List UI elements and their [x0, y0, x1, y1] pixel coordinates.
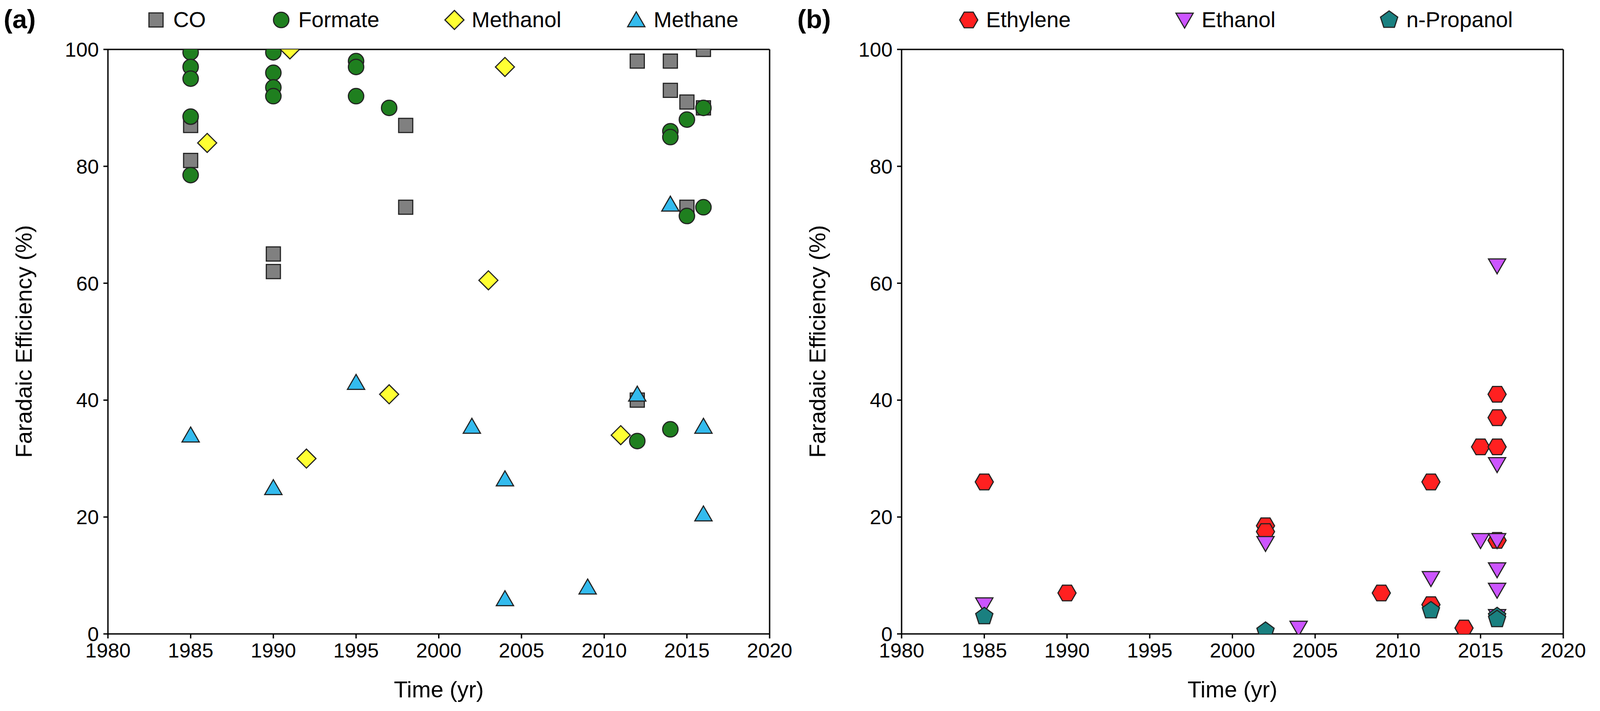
svg-text:60: 60 [76, 272, 99, 296]
svg-text:1990: 1990 [250, 639, 297, 663]
svg-text:2010: 2010 [1375, 639, 1421, 663]
svg-text:2020: 2020 [746, 639, 793, 663]
svg-text:1985: 1985 [167, 639, 214, 663]
svg-text:60: 60 [869, 272, 893, 296]
svg-text:0: 0 [87, 622, 99, 646]
svg-text:80: 80 [869, 155, 893, 179]
svg-text:2010: 2010 [581, 639, 627, 663]
html-text:CO: CO [173, 7, 206, 32]
svg-text:2000: 2000 [415, 639, 462, 663]
svg-text:2005: 2005 [498, 639, 545, 663]
svg-text:1980: 1980 [85, 638, 131, 663]
svg-text:1995: 1995 [1126, 639, 1173, 663]
svg-text:20: 20 [76, 505, 99, 529]
html-text:(a): (a) [3, 4, 36, 34]
svg-text:1985: 1985 [961, 639, 1007, 663]
svg-text:40: 40 [869, 388, 893, 412]
svg-text:20: 20 [869, 505, 893, 529]
html-text:(b): (b) [797, 4, 831, 34]
svg-text:Time (yr): Time (yr) [1187, 677, 1278, 703]
svg-text:2015: 2015 [1458, 639, 1504, 663]
html-text:Faradaic Efficiency (%): Faradaic Efficiency (%) [804, 225, 831, 458]
svg-text:80: 80 [76, 155, 99, 179]
svg-text:0: 0 [881, 622, 893, 646]
html-text:Methanol: Methanol [471, 7, 562, 32]
svg-text:100: 100 [858, 38, 893, 62]
svg-text:1995: 1995 [333, 639, 379, 663]
html-text:Ethanol: Ethanol [1201, 7, 1276, 32]
svg-text:2020: 2020 [1540, 639, 1586, 663]
html-text:Faradaic Efficiency (%): Faradaic Efficiency (%) [11, 225, 37, 458]
html-text:n-Propanol: n-Propanol [1406, 7, 1513, 32]
html-text:Ethylene: Ethylene [986, 7, 1071, 32]
svg-text:1980: 1980 [878, 638, 925, 663]
svg-text:100: 100 [64, 38, 99, 62]
svg-text:2005: 2005 [1292, 639, 1338, 663]
svg-text:2000: 2000 [1209, 639, 1255, 663]
svg-text:40: 40 [76, 388, 99, 412]
html-text:Formate: Formate [298, 7, 380, 32]
svg-text:2015: 2015 [664, 639, 710, 663]
html-text:Methane: Methane [653, 7, 739, 32]
svg-text:Time (yr): Time (yr) [393, 677, 484, 703]
svg-text:1990: 1990 [1044, 639, 1090, 663]
